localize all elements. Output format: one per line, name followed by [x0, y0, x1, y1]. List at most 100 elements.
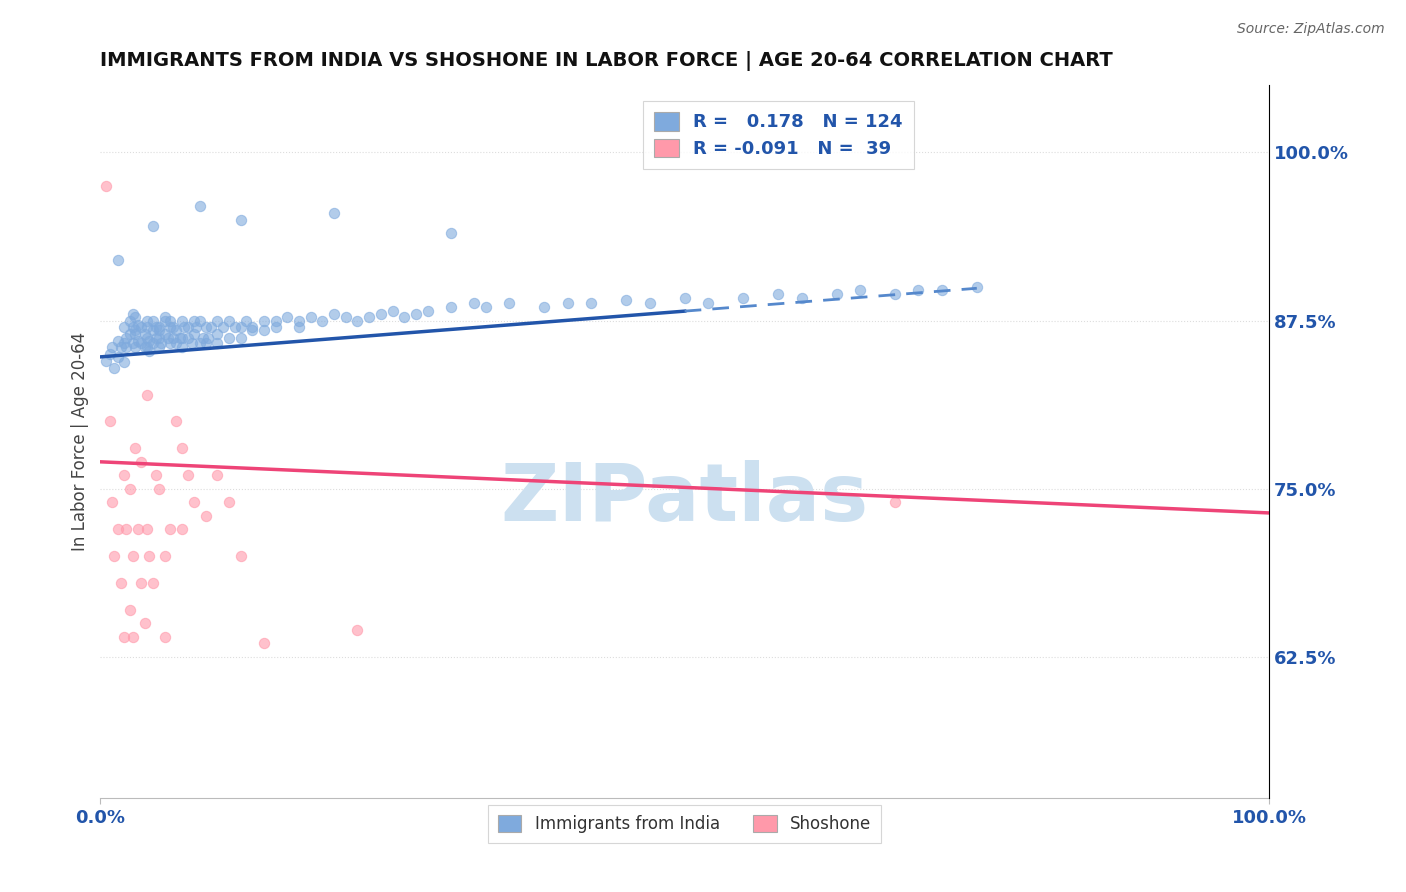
Point — [159, 336, 181, 351]
Point — [145, 331, 167, 345]
Point — [253, 313, 276, 327]
Point — [697, 296, 720, 310]
Point — [159, 522, 181, 536]
Point — [405, 307, 427, 321]
Point — [145, 468, 167, 483]
Point — [153, 310, 176, 324]
Point — [440, 226, 463, 240]
Point — [172, 331, 194, 345]
Point — [193, 331, 215, 345]
Point — [177, 468, 200, 483]
Point — [180, 336, 202, 351]
Point — [186, 320, 208, 334]
Point — [124, 323, 146, 337]
Point — [136, 320, 159, 334]
Point — [148, 331, 170, 345]
Point — [122, 320, 145, 334]
Point — [235, 313, 257, 327]
Point — [172, 522, 194, 536]
Point — [107, 334, 129, 348]
Point — [188, 313, 211, 327]
Text: Source: ZipAtlas.com: Source: ZipAtlas.com — [1237, 22, 1385, 37]
Point — [188, 336, 211, 351]
Point — [142, 336, 165, 351]
Legend: Immigrants from India, Shoshone: Immigrants from India, Shoshone — [488, 805, 882, 843]
Point — [129, 455, 152, 469]
Point — [165, 323, 187, 337]
Point — [159, 320, 181, 334]
Point — [335, 310, 357, 324]
Point — [169, 331, 191, 345]
Point — [118, 313, 141, 327]
Point — [136, 387, 159, 401]
Point — [849, 283, 872, 297]
Point — [124, 326, 146, 341]
Point — [557, 296, 579, 310]
Point — [115, 341, 138, 355]
Point — [110, 341, 132, 355]
Point — [148, 323, 170, 337]
Point — [253, 323, 276, 337]
Point — [142, 313, 165, 327]
Point — [370, 307, 392, 321]
Point — [173, 320, 195, 334]
Point — [240, 323, 263, 337]
Point — [115, 331, 138, 345]
Point — [218, 331, 240, 345]
Point — [311, 313, 333, 327]
Point — [127, 522, 149, 536]
Point — [614, 293, 637, 308]
Point — [218, 313, 240, 327]
Point — [138, 549, 160, 563]
Point — [392, 310, 415, 324]
Point — [205, 468, 228, 483]
Point — [127, 334, 149, 348]
Y-axis label: In Labor Force | Age 20-64: In Labor Force | Age 20-64 — [72, 332, 89, 551]
Point — [148, 320, 170, 334]
Point — [157, 331, 180, 345]
Point — [101, 495, 124, 509]
Point — [299, 310, 322, 324]
Point — [153, 326, 176, 341]
Point — [107, 522, 129, 536]
Point — [253, 636, 276, 650]
Point — [129, 336, 152, 351]
Point — [101, 341, 124, 355]
Point — [288, 313, 311, 327]
Point — [159, 313, 181, 327]
Point — [118, 326, 141, 341]
Point — [218, 495, 240, 509]
Point — [96, 179, 118, 194]
Point — [122, 630, 145, 644]
Point — [127, 318, 149, 332]
Point — [142, 323, 165, 337]
Text: IMMIGRANTS FROM INDIA VS SHOSHONE IN LABOR FORCE | AGE 20-64 CORRELATION CHART: IMMIGRANTS FROM INDIA VS SHOSHONE IN LAB… — [100, 51, 1114, 70]
Point — [145, 320, 167, 334]
Point — [224, 320, 246, 334]
Point — [200, 320, 222, 334]
Point — [475, 300, 498, 314]
Point — [931, 283, 953, 297]
Point — [162, 331, 184, 345]
Point — [177, 320, 200, 334]
Point — [498, 296, 520, 310]
Point — [205, 326, 228, 341]
Point — [134, 341, 156, 355]
Point — [884, 286, 907, 301]
Point — [790, 291, 813, 305]
Point — [638, 296, 661, 310]
Point — [124, 341, 146, 355]
Point — [463, 296, 485, 310]
Point — [177, 331, 200, 345]
Point — [229, 331, 252, 345]
Point — [142, 219, 165, 234]
Point — [440, 300, 463, 314]
Point — [323, 206, 346, 220]
Point — [673, 291, 696, 305]
Point — [165, 336, 187, 351]
Point — [112, 336, 135, 351]
Point — [533, 300, 555, 314]
Point — [165, 414, 187, 428]
Point — [124, 442, 146, 456]
Point — [136, 341, 159, 355]
